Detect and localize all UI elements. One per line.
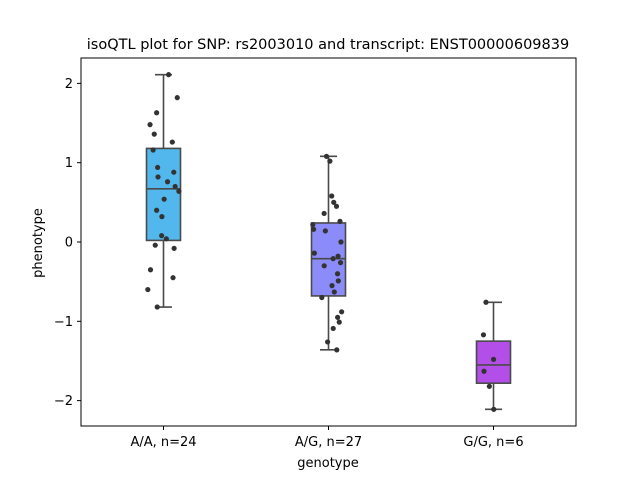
data-point [333,203,340,209]
data-point [176,188,182,194]
data-point [339,309,345,315]
data-point [159,233,165,239]
data-point [154,207,160,213]
x-axis-label: genotype [297,456,358,471]
data-point [172,183,178,190]
y-tick-label: 1 [65,156,73,171]
data-point [150,147,156,153]
y-tick-label: −1 [54,315,73,330]
plot-area: −2 −1 0 1 2 A/A, n=24 A/G, n=27 G/G, n=6 [54,57,577,450]
data-point [334,271,341,277]
data-point [335,278,341,284]
data-point [334,347,340,353]
data-point [163,236,169,242]
data-point [152,242,158,248]
data-point [337,218,343,224]
x-tick-label: G/G, n=6 [463,435,523,450]
data-point [335,253,341,259]
y-tick-label: 2 [65,77,73,92]
data-point [491,406,497,412]
x-tick-label: A/G, n=27 [295,435,362,450]
chart-title: isoQTL plot for SNP: rs2003010 and trans… [87,37,569,53]
data-point [311,226,317,232]
data-point [335,314,341,320]
data-point [327,158,333,164]
data-point [170,275,176,281]
data-point [151,131,157,137]
data-point [325,339,331,345]
data-point [336,319,342,325]
data-point [161,196,167,202]
data-point [147,267,154,273]
data-point [483,299,489,305]
box [145,147,182,242]
data-point [171,169,177,175]
data-point [490,356,497,362]
data-point [319,294,325,301]
data-point [338,239,344,245]
data-point [480,332,487,338]
data-point [154,304,160,310]
data-point [331,289,337,295]
data-point [337,260,344,266]
data-point [486,383,492,389]
data-point [322,228,328,234]
data-point [145,286,151,293]
box-group-2 [310,155,347,351]
data-point [165,72,172,78]
data-point [169,139,175,145]
data-point [147,122,153,128]
data-point [154,110,160,116]
data-point [323,153,330,159]
box-group-1 [145,73,182,308]
data-point [155,164,161,171]
data-point [481,368,487,374]
data-point [329,283,335,289]
data-point [155,174,161,180]
data-point [311,250,317,256]
data-point [174,95,180,101]
data-point [321,263,327,269]
y-tick-label: −2 [54,394,73,409]
box [475,340,512,384]
y-tick-label: 0 [65,236,73,251]
data-point [159,214,165,220]
y-axis-label: phenotype [31,208,46,278]
data-point [171,245,177,251]
data-point [330,256,336,262]
data-point [321,210,327,217]
data-point [330,325,336,332]
box-group-3 [475,301,512,411]
data-point [310,221,316,228]
x-tick-label: A/A, n=24 [130,435,196,450]
data-point [331,199,337,205]
data-point [164,179,171,185]
data-point [329,193,335,199]
